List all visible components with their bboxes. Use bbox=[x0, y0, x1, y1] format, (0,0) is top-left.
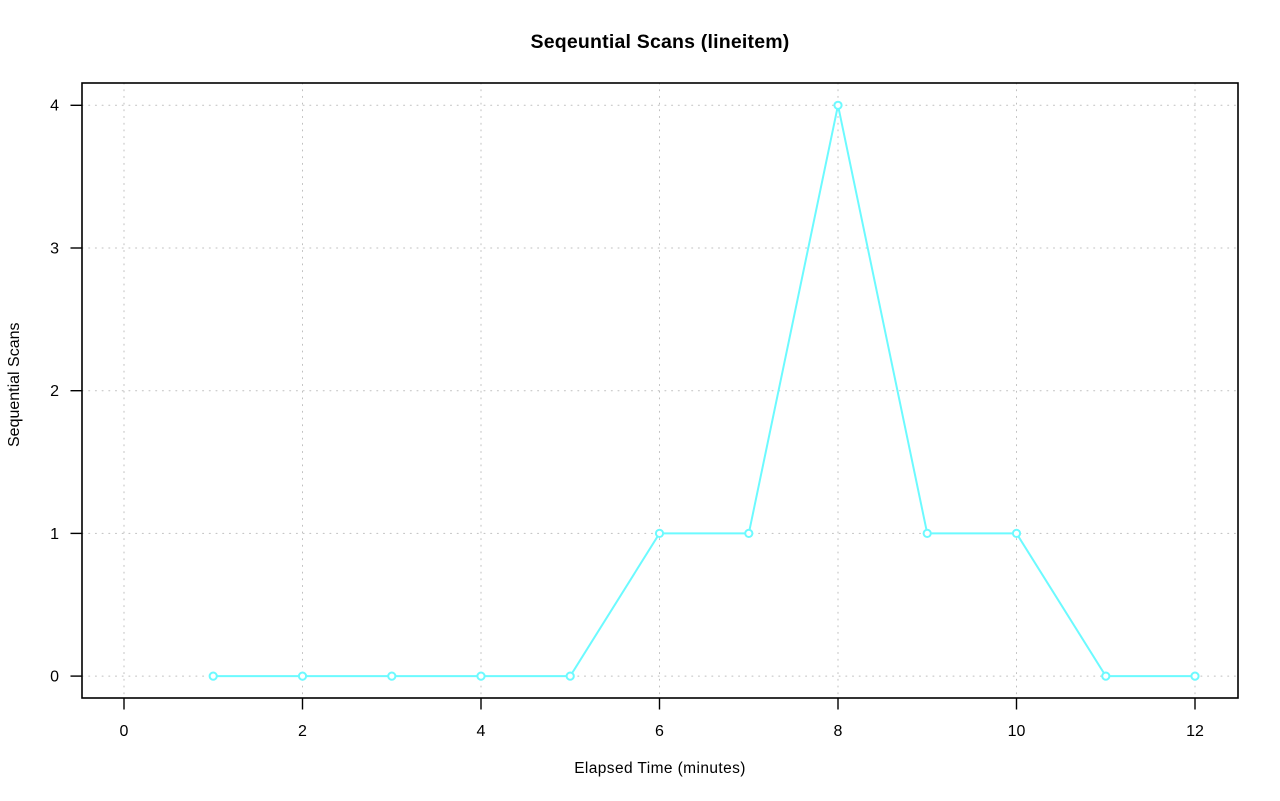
svg-text:8: 8 bbox=[834, 723, 843, 740]
svg-text:2: 2 bbox=[298, 723, 307, 740]
svg-text:12: 12 bbox=[1186, 723, 1204, 740]
svg-text:0: 0 bbox=[50, 669, 59, 686]
svg-text:3: 3 bbox=[50, 240, 59, 257]
svg-text:4: 4 bbox=[477, 723, 486, 740]
svg-text:0: 0 bbox=[120, 723, 129, 740]
svg-text:10: 10 bbox=[1008, 723, 1026, 740]
svg-text:Sequential Scans: Sequential Scans bbox=[6, 322, 23, 447]
svg-text:2: 2 bbox=[50, 383, 59, 400]
svg-text:4: 4 bbox=[50, 98, 59, 115]
svg-text:1: 1 bbox=[50, 526, 59, 543]
svg-text:6: 6 bbox=[655, 723, 664, 740]
